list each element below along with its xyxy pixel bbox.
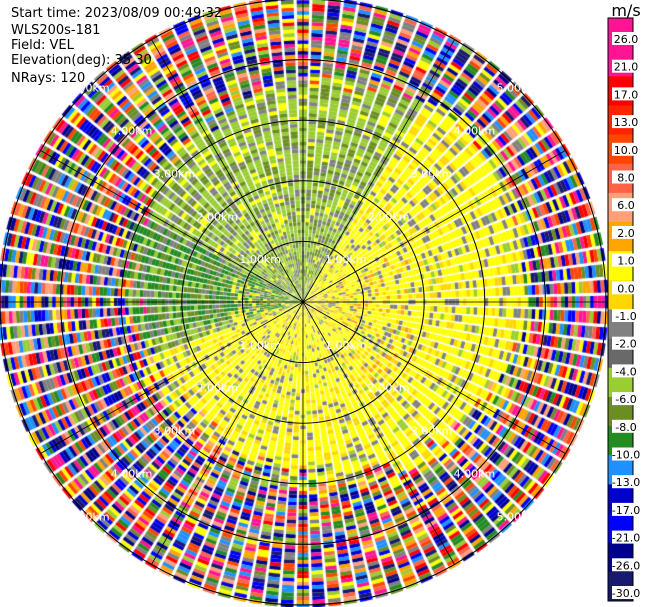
range-ring-label: 1.00km [325,339,367,352]
colorbar: m/s 26.0 21.0 17.0 13.0 10.0 8.0 6.0 2.0 1.0 0.0 -1… [607,1,641,602]
range-ring-label: 2.00km [368,382,410,395]
colorbar-tick-bg [612,59,641,73]
range-ring-label: 4.00km [111,467,153,480]
colorbar-tick-bg [612,170,641,184]
colorbar-tick-bg [612,447,641,461]
range-ring-label: 5.00km [496,510,538,523]
range-ring-label: 5.00km [496,82,538,95]
colorbar-tick-bg [612,502,641,516]
colorbar-tick-label: 2.0 [617,227,635,240]
range-ring-label: 4.00km [454,125,496,138]
colorbar-tick-bg [612,281,641,295]
range-ring-label: 3.00km [411,167,453,180]
range-ring-label: 4.00km [111,125,153,138]
colorbar-tick-label: -10.0 [612,449,640,462]
range-ring-label: 1.00km [239,253,281,266]
colorbar-tick-label: 0.0 [617,282,635,295]
range-ring-label: 3.00km [411,425,453,438]
start-time-label: Start time: 2023/08/09 00:49:32 [11,6,223,21]
colorbar-tick-bg [612,32,641,45]
colorbar-tick-label: 8.0 [617,172,635,185]
colorbar-tick-bg [612,530,641,544]
colorbar-tick-label: -30.0 [612,587,640,600]
azimuth-spoke [151,301,304,565]
instrument-label: WLS200s-181 [11,23,101,38]
colorbar-tick-label: 6.0 [617,199,635,212]
azimuth-spoke [302,301,455,565]
colorbar-tick-label: -8.0 [615,421,636,434]
colorbar-tick-label: -2.0 [615,338,636,351]
colorbar-tick-label: 10.0 [614,144,639,157]
colorbar-tick-bg [612,253,641,267]
colorbar-tick-label: 1.0 [617,255,635,268]
field-label: Field: VEL [11,38,74,53]
colorbar-tick-label: -4.0 [615,365,636,378]
colorbar-tick-bg [612,558,641,572]
range-ring-label: 4.00km [454,467,496,480]
colorbar-tick-label: -21.0 [612,532,640,545]
colorbar-tick-label: -13.0 [612,476,640,489]
range-ring-label: 3.00km [154,425,196,438]
colorbar-tick-bg [612,225,641,239]
colorbar-tick-bg [612,586,641,599]
colorbar-tick-label: 26.0 [614,33,639,46]
colorbar-tick-bg [612,392,641,406]
colorbar-tick-bg [612,87,641,101]
elevation-label: Elevation(deg): 35.30 [11,53,152,68]
range-ring-label: 5.00km [68,82,110,95]
azimuth-spoke [302,39,455,303]
colorbar-tick-bg [612,115,641,129]
colorbar-tick-bg [612,336,641,350]
range-ring-label: 2.00km [197,210,239,223]
range-ring-label: 1.00km [325,253,367,266]
nrays-label: NRays: 120 [11,71,86,86]
azimuth-spoke [302,301,566,454]
range-ring-label: 2.00km [197,382,239,395]
colorbar-tick-label: 17.0 [614,88,639,101]
range-ring-label: 1.00km [239,339,281,352]
azimuth-spoke [151,39,304,303]
azimuth-spoke [40,150,304,303]
colorbar-tick-bg [612,364,641,378]
range-ring-label: 2.00km [368,210,410,223]
colorbar-unit-label: m/s [611,1,640,20]
colorbar-tick-label: -17.0 [612,504,640,517]
colorbar-tick-bg [612,309,641,322]
colorbar-tick-label: -26.0 [612,559,640,572]
colorbar-tick-bg [612,419,641,433]
azimuth-spoke [302,150,566,303]
colorbar-tick-label: -6.0 [615,393,636,406]
colorbar-tick-bg [612,142,641,156]
range-ring-label: 5.00km [68,510,110,523]
colorbar-tick-label: 21.0 [614,61,639,74]
colorbar-tick-label: -1.0 [615,310,636,323]
range-ring-label: 3.00km [154,167,196,180]
colorbar-tick-bg [612,475,641,489]
azimuth-spoke [40,301,304,454]
colorbar-tick-label: 13.0 [614,116,639,129]
colorbar-tick-bg [612,198,641,212]
